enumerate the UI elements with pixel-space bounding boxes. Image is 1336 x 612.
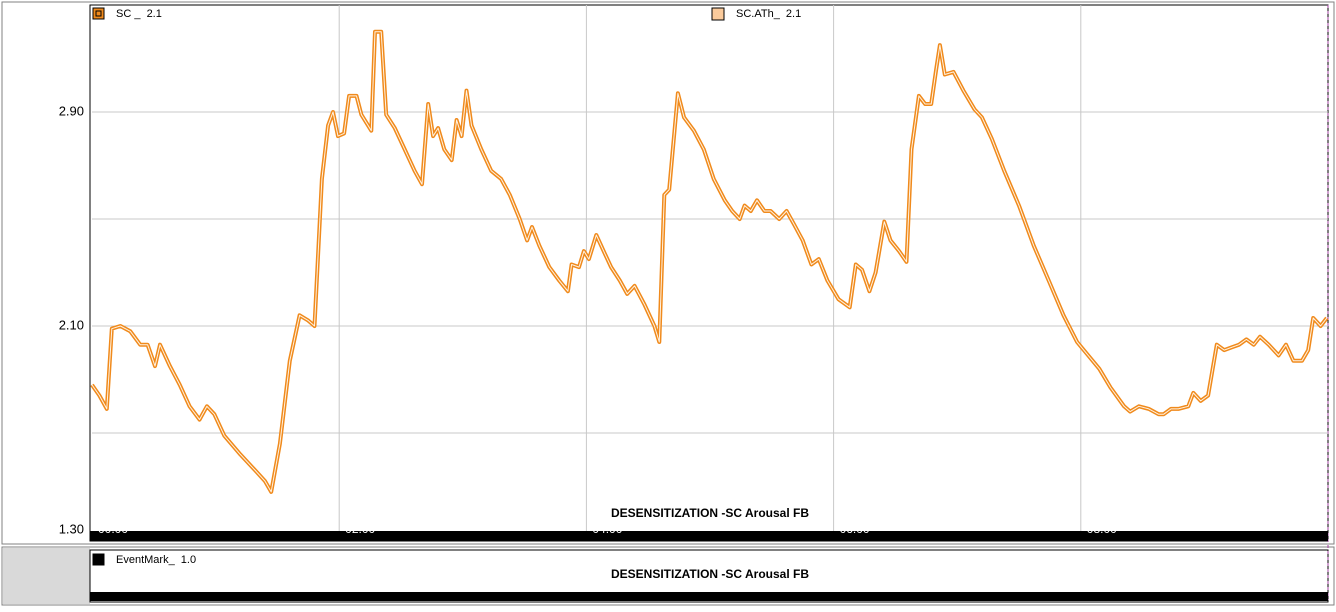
chart-panel [1,1,1335,545]
x-tick-label: 08:00 [1087,522,1117,536]
grid [92,5,1328,541]
event-label: DESENSITIZATION -SC Arousal FB [611,567,809,581]
legend-label: SC _ 2.1 [116,8,162,20]
legend-swatch [92,7,105,20]
legend-swatch [92,553,105,566]
time-bar [90,531,1328,541]
x-tick-label: 06:00 [840,522,870,536]
x-axis: 00:00 02:00 04:00 06:00 08:00 [98,522,1117,536]
y-tick-label: 2.10 [59,317,84,332]
legend-label: SC.ATh_ 2.1 [736,8,801,20]
y-tick-label: 1.30 [59,521,84,536]
legend-swatch [711,7,725,21]
series-line-highlight [91,31,1328,493]
y-tick-label: 2.90 [59,103,84,118]
legend-label: EventMark_ 1.0 [116,554,196,566]
x-tick-label: 02:00 [345,522,375,536]
subtitle: DESENSITIZATION -SC Arousal FB [611,506,809,520]
legend-swatch-inner [95,10,102,17]
x-tick-label: 00:00 [98,522,128,536]
x-tick-label: 04:00 [592,522,622,536]
event-time-bar [90,592,1328,601]
plot [90,29,1329,494]
event-panel-gutter [3,548,90,604]
